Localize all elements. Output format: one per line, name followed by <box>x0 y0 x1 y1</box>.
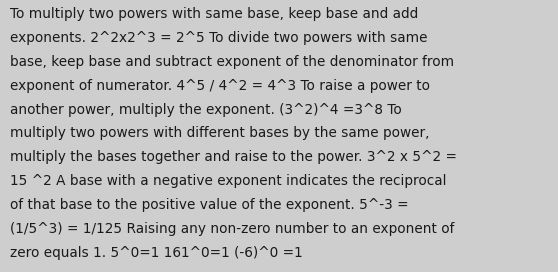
Text: zero equals 1. 5^0=1 161^0=1 (-6)^0 =1: zero equals 1. 5^0=1 161^0=1 (-6)^0 =1 <box>10 246 303 260</box>
Text: of that base to the positive value of the exponent. 5^-3 =: of that base to the positive value of th… <box>10 198 408 212</box>
Text: multiply two powers with different bases by the same power,: multiply two powers with different bases… <box>10 126 430 140</box>
Text: exponent of numerator. 4^5 / 4^2 = 4^3 To raise a power to: exponent of numerator. 4^5 / 4^2 = 4^3 T… <box>10 79 430 92</box>
Text: exponents. 2^2x2^3 = 2^5 To divide two powers with same: exponents. 2^2x2^3 = 2^5 To divide two p… <box>10 31 427 45</box>
Text: another power, multiply the exponent. (3^2)^4 =3^8 To: another power, multiply the exponent. (3… <box>10 103 402 116</box>
Text: To multiply two powers with same base, keep base and add: To multiply two powers with same base, k… <box>10 7 418 21</box>
Text: base, keep base and subtract exponent of the denominator from: base, keep base and subtract exponent of… <box>10 55 454 69</box>
Text: (1/5^3) = 1/125 Raising any non-zero number to an exponent of: (1/5^3) = 1/125 Raising any non-zero num… <box>10 222 454 236</box>
Text: 15 ^2 A base with a negative exponent indicates the reciprocal: 15 ^2 A base with a negative exponent in… <box>10 174 446 188</box>
Text: multiply the bases together and raise to the power. 3^2 x 5^2 =: multiply the bases together and raise to… <box>10 150 457 164</box>
